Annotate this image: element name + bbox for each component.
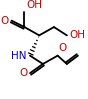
Text: HN: HN xyxy=(11,51,26,61)
Text: O: O xyxy=(1,16,9,26)
Text: O: O xyxy=(59,43,67,53)
Text: OH: OH xyxy=(70,30,86,40)
Text: OH: OH xyxy=(26,0,42,10)
Text: O: O xyxy=(19,68,27,78)
